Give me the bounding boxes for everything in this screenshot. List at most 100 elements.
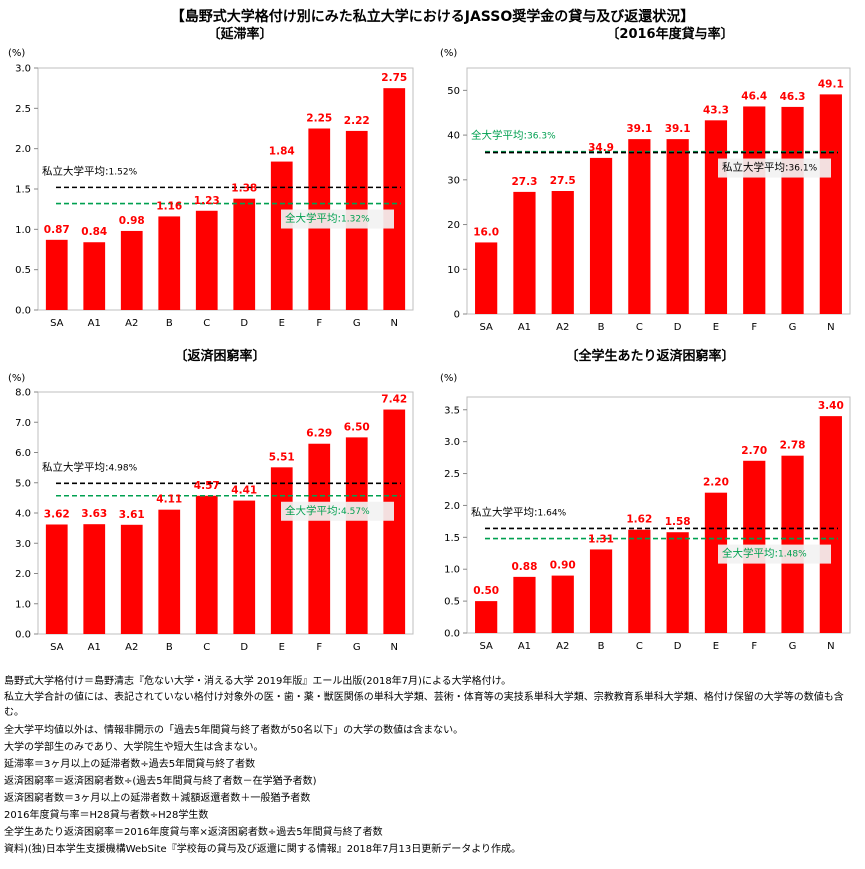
note-line: 大学の学部生のみであり、大学院生や短大生は含まない。: [4, 742, 264, 753]
x-tick-label: F: [316, 318, 322, 329]
x-tick-label: G: [353, 642, 361, 653]
reference-value: 4.98%: [109, 463, 138, 473]
reference-label: 全大学平均:1.48%: [722, 547, 807, 560]
y-tick-label: 0.0: [15, 630, 31, 641]
bar: [819, 416, 842, 633]
reference-value: 4.57%: [341, 507, 370, 517]
chart-title-loan-rate: 〔2016年度貸与率〕: [606, 27, 734, 42]
bar: [233, 198, 256, 310]
data-label: 2.78: [780, 440, 806, 452]
x-tick-label: SA: [50, 318, 64, 329]
note-line: 返済困窮率＝返済困窮者数÷(過去5年間貸与終了者数－在学猶予者数): [4, 776, 317, 787]
x-tick-label: B: [598, 641, 605, 652]
y-tick-label: 7.0: [15, 418, 31, 429]
unit-label: (%): [440, 373, 458, 384]
data-label: 1.16: [156, 200, 182, 212]
y-tick-label: 6.0: [15, 448, 31, 459]
x-tick-label: E: [279, 642, 285, 653]
bar: [666, 139, 689, 314]
reference-value: 1.52%: [109, 167, 138, 177]
x-tick-label: N: [391, 318, 398, 329]
y-tick-label: 50: [447, 86, 460, 97]
reference-value: 1.48%: [778, 550, 807, 560]
x-tick-label: F: [751, 322, 757, 333]
data-label: 4.41: [231, 485, 257, 497]
bar: [551, 575, 574, 633]
data-label: 0.87: [44, 224, 70, 236]
x-tick-label: C: [203, 642, 210, 653]
main-title: 【島野式大学格付け別にみた私立大学におけるJASSO奨学金の貸与及び返還状況】: [170, 9, 695, 25]
x-tick-label: C: [636, 322, 643, 333]
x-tick-label: B: [166, 318, 173, 329]
bar: [158, 216, 181, 310]
x-tick-label: E: [279, 318, 285, 329]
unit-label: (%): [8, 373, 26, 384]
data-label: 46.4: [741, 90, 767, 102]
bar: [781, 455, 804, 633]
x-tick-label: G: [789, 641, 797, 652]
reference-label-box: [718, 544, 831, 564]
y-tick-label: 30: [447, 175, 460, 186]
data-label: 0.90: [550, 560, 576, 572]
bar: [475, 242, 498, 314]
data-label: 27.5: [550, 175, 576, 187]
x-tick-label: N: [827, 322, 834, 333]
data-label: 2.70: [741, 445, 767, 457]
data-label: 3.62: [44, 508, 70, 520]
data-label: 2.25: [306, 113, 332, 125]
data-label: 3.61: [119, 509, 145, 521]
reference-value: 1.64%: [538, 508, 567, 518]
bar: [551, 191, 574, 314]
reference-label: 全大学平均:36.3%: [471, 129, 556, 142]
y-tick-label: 2.0: [444, 501, 460, 512]
chart-loan-rate: 0 10 20 30 40 50 SA A1 A2 B C D E F G N 全大学平均:36.3% 私立大学平…: [447, 67, 851, 333]
reference-label-box: [281, 209, 394, 229]
y-tick-label: 2.0: [15, 569, 31, 580]
y-tick-label: 3.0: [444, 437, 460, 448]
y-tick-label: 2.5: [15, 104, 31, 115]
reference-label: 私立大学平均:4.98%: [42, 460, 138, 473]
reference-label: 全大学平均:4.57%: [285, 504, 370, 517]
x-tick-label: B: [598, 322, 605, 333]
x-tick-label: N: [391, 642, 398, 653]
data-label: 0.88: [511, 561, 537, 573]
bar: [589, 157, 613, 314]
data-label: 1.23: [194, 195, 220, 207]
reference-label-box: [281, 501, 394, 521]
x-tick-label: A1: [88, 642, 101, 653]
x-tick-label: A2: [556, 322, 569, 333]
chart-title-hardship: 〔返済困窮率〕: [174, 349, 266, 364]
data-label: 39.1: [665, 123, 691, 135]
x-tick-label: SA: [50, 642, 64, 653]
data-label: 4.11: [156, 494, 182, 506]
y-tick-label: 3.5: [444, 405, 460, 416]
data-label: 1.31: [588, 533, 614, 545]
x-tick-label: G: [353, 318, 361, 329]
y-tick-label: 1.0: [444, 565, 460, 576]
bar: [513, 191, 536, 314]
unit-label: (%): [8, 48, 26, 59]
x-tick-label: F: [751, 641, 757, 652]
bar: [195, 495, 218, 634]
x-tick-label: D: [240, 318, 248, 329]
chart-hardship-rate: 0.0 1.0 2.0 3.0 4.0 5.0 6.0 7.0 8.0 SA A1 A2 B C D E F G N…: [15, 388, 414, 653]
bar: [628, 529, 651, 633]
x-tick-label: D: [674, 641, 682, 652]
note-line: 2016年度貸与率＝H28貸与者数÷H28学生数: [4, 810, 209, 821]
chart-delinquency-rate: 0.0 0.5 1.0 1.5 2.0 2.5 3.0 SA A1 A2 B C D E F G N 私立大学平均…: [15, 64, 414, 329]
data-label: 16.0: [473, 226, 499, 238]
data-label: 1.84: [269, 146, 295, 158]
x-tick-label: A1: [518, 322, 531, 333]
bar: [383, 409, 406, 634]
y-tick-label: 2.5: [444, 469, 460, 480]
y-tick-label: 20: [447, 220, 460, 231]
y-tick-label: 1.0: [15, 599, 31, 610]
data-label: 0.84: [81, 226, 107, 238]
reference-value: 36.1%: [789, 164, 818, 174]
bar: [270, 467, 293, 634]
data-label: 3.63: [81, 508, 107, 520]
data-label: 6.50: [344, 421, 370, 433]
x-tick-label: SA: [479, 322, 493, 333]
data-label: 2.20: [703, 477, 729, 489]
bar: [120, 524, 143, 634]
